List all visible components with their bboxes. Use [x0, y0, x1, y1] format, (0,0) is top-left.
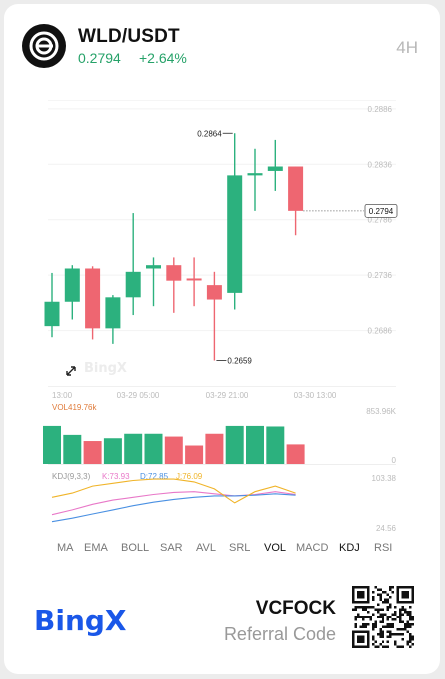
- candle-body: [267, 166, 283, 171]
- volume-label: VOL419.76k: [52, 403, 97, 412]
- volume-bar: [144, 433, 163, 464]
- kdj-k-label: K:73.93: [102, 472, 130, 481]
- price-change: +2.64%: [139, 50, 187, 66]
- qr-code-icon: [352, 586, 414, 648]
- last-price-tag: [364, 203, 398, 218]
- volume-bar: [103, 438, 122, 464]
- timeframe-label: 4H: [396, 38, 418, 57]
- indicator-tab-srl[interactable]: SRL: [229, 542, 251, 554]
- indicator-tab-ema[interactable]: EMA: [84, 542, 108, 554]
- share-card: WLD/USDT 0.2794 +2.64% 4H 0.2886 0.2836 0.…: [4, 4, 440, 674]
- volume-bar: [266, 426, 285, 464]
- referral-code-label: Referral Code: [223, 624, 336, 644]
- volume-bar: [43, 425, 61, 464]
- volume-bar: [83, 441, 102, 464]
- indicator-tab-vol[interactable]: VOL: [264, 542, 287, 554]
- candle-body: [44, 301, 60, 327]
- price-tick-label: 0.2786: [368, 216, 393, 225]
- candle-body: [206, 285, 222, 300]
- price-tick-label: 0.2736: [368, 271, 393, 280]
- candle-body: [85, 268, 101, 329]
- indicator-tab-macd[interactable]: MACD: [296, 542, 329, 554]
- candle-body: [186, 278, 202, 281]
- last-price-tag-label: 0.2794: [369, 207, 394, 216]
- last-price: 0.2794: [78, 50, 121, 66]
- indicator-tab-ma[interactable]: MA: [57, 542, 74, 554]
- candle-body: [227, 175, 243, 293]
- volume-min-label: 0: [392, 456, 397, 465]
- price-tick-label: 0.2886: [368, 105, 393, 114]
- high-price-label: 0.2864: [197, 129, 222, 138]
- indicator-tab-avl[interactable]: AVL: [196, 542, 216, 554]
- referral-code: VCFOCK: [255, 598, 336, 619]
- indicator-tabs: MA EMA BOLL SAR AVL SRL VOL MACD KDJ RSI: [4, 542, 440, 560]
- volume-bar: [124, 433, 143, 464]
- time-tick-label: 03-30 13:00: [294, 391, 337, 400]
- kdj-d-label: D:72.85: [140, 472, 169, 481]
- kdj-title: KDJ(9,3,3): [52, 472, 91, 481]
- price-tick-label: 0.2686: [368, 327, 393, 336]
- chart-axis-line: [48, 386, 396, 387]
- kdj-j-line: [51, 478, 296, 504]
- low-price-label: 0.2659: [227, 357, 252, 366]
- volume-bar: [205, 433, 224, 464]
- volume-max-label: 853.96K: [366, 407, 396, 416]
- volume-bar: [185, 445, 204, 464]
- candle-body: [105, 297, 121, 329]
- price-chart: 0.2886 0.2836 0.2786 0.2736 0.2686 BingX 0.286…: [43, 100, 398, 533]
- watermark: BingX: [84, 361, 127, 376]
- kdj-max-label: 103.38: [372, 474, 397, 483]
- kdj-min-label: 24.56: [376, 524, 397, 533]
- chart-border: [48, 100, 396, 101]
- bingx-logo: BingX: [34, 604, 127, 637]
- kdj-k-line: [51, 491, 296, 516]
- kdj-j-label: J:76.09: [176, 472, 203, 481]
- indicator-tab-kdj[interactable]: KDJ: [339, 542, 360, 554]
- price-tick-label: 0.2836: [368, 160, 393, 169]
- expand-icon: [66, 366, 76, 376]
- time-tick-label: 03-29 21:00: [206, 391, 249, 400]
- volume-bar: [246, 425, 264, 464]
- candle-body: [247, 173, 263, 176]
- worldcoin-logo-icon: [22, 24, 66, 68]
- pair-title: WLD/USDT: [78, 26, 180, 47]
- volume-bar: [225, 425, 244, 464]
- time-tick-label: 13:00: [52, 391, 73, 400]
- bingx-logo-text: BingX: [34, 604, 127, 637]
- volume-bar: [164, 436, 183, 464]
- candle-body: [288, 166, 304, 211]
- indicator-tab-boll[interactable]: BOLL: [121, 542, 150, 554]
- indicator-tab-rsi[interactable]: RSI: [374, 542, 393, 554]
- time-tick-label: 03-29 05:00: [117, 391, 160, 400]
- candle-body: [146, 265, 161, 269]
- volume-bar: [286, 444, 305, 464]
- candle-body: [64, 268, 80, 302]
- candle-body: [125, 271, 141, 298]
- indicator-tab-sar[interactable]: SAR: [160, 542, 183, 554]
- volume-bar: [63, 434, 82, 464]
- kdj-d-line: [51, 493, 296, 523]
- candle-body: [166, 265, 182, 281]
